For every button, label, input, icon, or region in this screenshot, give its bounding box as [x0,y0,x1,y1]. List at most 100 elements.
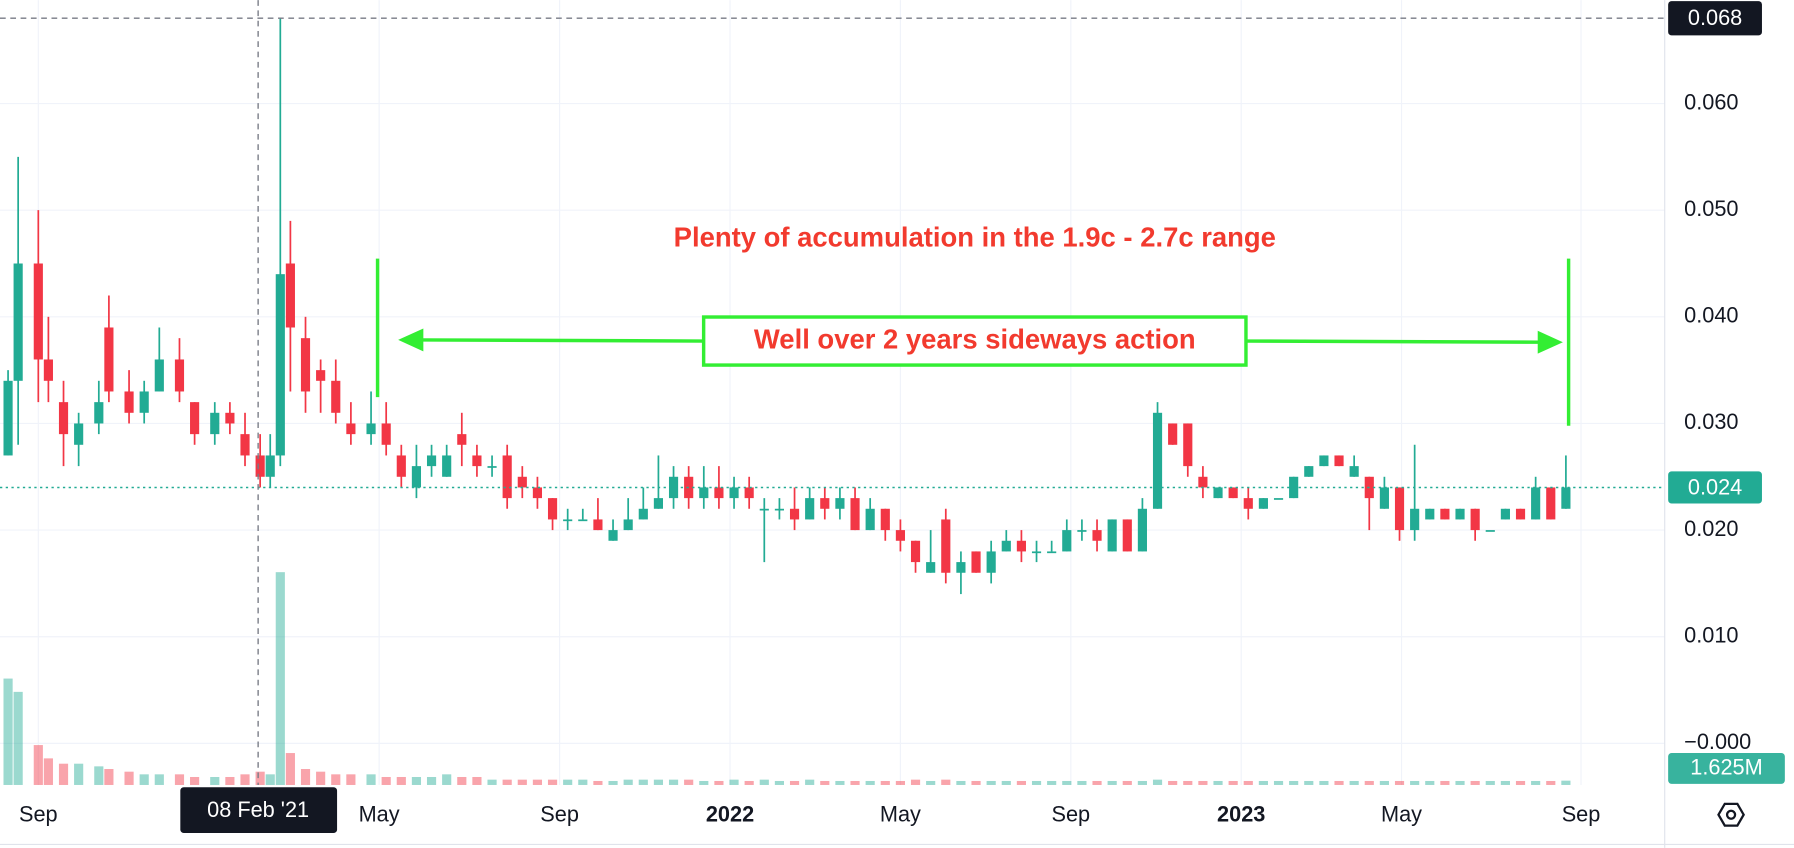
crosshair-price-box [1668,1,1762,36]
volume-bar [532,779,543,785]
candle-body [941,519,951,573]
candle-body [1213,487,1223,499]
candle-body [502,455,512,499]
volume-bar [910,779,921,785]
candle-body [366,423,376,435]
volume-bar [623,779,633,785]
candle-body [926,562,936,573]
volume-bar [43,758,53,785]
annotation-box [701,315,1248,367]
volume-bar [850,780,860,785]
candle-body [190,402,200,435]
candle-body [986,551,996,573]
arrow-left-shaft [421,338,704,343]
settings-icon[interactable] [1717,802,1745,827]
candle-body [1334,455,1344,467]
volume-bar [1485,780,1495,785]
volume-bar [33,745,43,785]
candle-body [1485,530,1495,532]
candle-body [1122,519,1132,552]
candle-body [1077,530,1087,532]
volume-bar [1455,780,1465,785]
candle-body [563,519,573,522]
x-tick-label: Sep [540,802,579,827]
volume-bar [1258,780,1268,785]
volume-bar [638,779,648,785]
volume-bar [457,776,467,785]
volume-bar [396,776,406,785]
candle-body [139,391,149,413]
volume-bar [1062,780,1072,785]
candle-body [517,476,527,488]
candle-body [1531,487,1541,520]
candle-body [457,434,467,445]
y-tick-label: −0.000 [1684,729,1751,754]
volume-bar [381,776,391,785]
volume-bar [1500,780,1510,785]
candle-body [547,498,558,520]
candle-body [104,327,114,392]
volume-bar [1349,780,1359,785]
volume-bar [411,776,422,785]
candle-body [1455,508,1465,520]
candle-body [1546,487,1556,520]
candle-body [225,412,235,424]
candle-body [835,498,845,509]
volume-bar [744,780,754,785]
candle-body [381,423,391,445]
y-tick-label: 0.030 [1684,409,1738,434]
volume-bar [225,776,235,785]
volume-bar [578,779,588,785]
candle-body [699,487,709,499]
candle-body [1273,498,1284,500]
volume-bar [684,779,694,785]
volume-bar [1379,780,1389,785]
candle-body [300,338,311,392]
candle-body [1243,498,1253,509]
candle-body [1561,487,1571,509]
volume-bar [593,780,603,785]
volume-bar [1410,780,1420,785]
volume-bar [1198,780,1208,785]
candle-body [714,487,724,499]
volume-bar [346,774,356,785]
candle-body [532,487,543,499]
candle-body [1304,466,1314,477]
volume-bar [3,678,13,785]
volume-bar [835,780,845,785]
volume-bar [1001,780,1011,785]
volume-bar [1470,780,1480,785]
candle-body [1470,508,1480,531]
x-tick-label: Sep [1051,802,1090,827]
volume-bar [139,774,149,785]
volume-bar [104,769,114,785]
volume-bar [820,780,830,785]
annotation-text: Plenty of accumulation in the 1.9c - 2.7… [674,221,1276,252]
volume-bar [331,774,341,785]
candle-body [13,263,23,381]
candle-body [850,498,860,531]
volume-bar [1546,780,1556,785]
candle-body [74,423,84,445]
volume-bar [1137,780,1147,785]
volume-bar [956,780,966,785]
volume-bar [1334,780,1344,785]
candle-body [411,466,422,488]
volume-layer [3,572,1571,785]
volume-bar [58,763,69,785]
candle-body [1183,423,1193,467]
candle-body [1092,530,1102,541]
candle-body [210,412,220,435]
volume-bar [714,780,724,785]
volume-bar [1289,780,1299,785]
candle-body [1440,508,1450,520]
volume-bar [240,774,250,785]
crosshair-price-label: 0.068 [1688,5,1742,30]
volume-bar [1561,780,1571,785]
crosshair-date-label: 08 Feb '21 [207,797,309,822]
volume-bar [300,769,311,785]
volume-label: 1.625M [1690,755,1762,780]
candle-body [638,508,648,520]
candle-body [1198,476,1208,488]
